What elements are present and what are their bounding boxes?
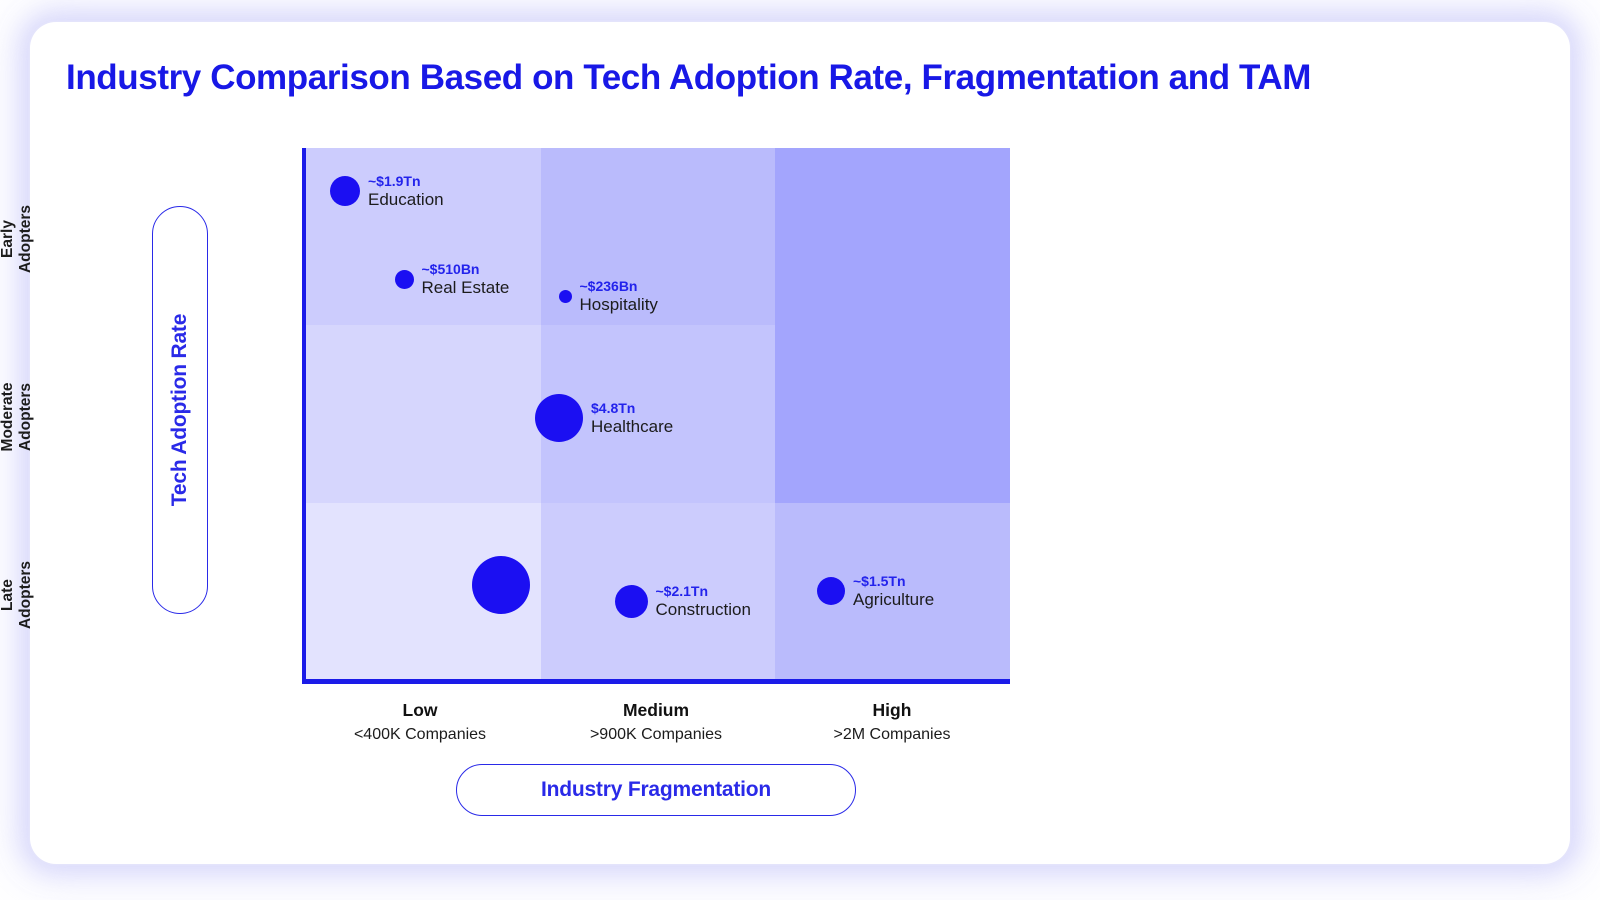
- bubble-name: Agriculture: [853, 590, 935, 610]
- bubble-value: ~$2.1Tn: [655, 583, 709, 599]
- cell-moderate-high: [775, 325, 1010, 503]
- x-tick-low-label: Low: [402, 700, 438, 720]
- x-tick-medium: Medium >900K Companies: [538, 698, 774, 747]
- bubble-value: ~$1.5Tn: [853, 573, 906, 589]
- quadrant-grid: [306, 148, 1010, 680]
- x-tick-high-sublabel: >2M Companies: [833, 726, 951, 744]
- cell-late-high: [775, 502, 1010, 680]
- y-axis-line: [302, 148, 306, 684]
- y-axis-title: Tech Adoption Rate: [168, 313, 191, 507]
- cell-early-high: [775, 148, 1010, 326]
- bubble-circle[interactable]: [817, 577, 845, 605]
- x-axis-ticks: Low <400K Companies Medium >900K Compani…: [302, 698, 1010, 747]
- bubble-label: ~$1.5Tn Agriculture: [853, 573, 934, 611]
- bubble-name: Construction: [655, 600, 751, 620]
- bubble-value: ~$1.9Tn: [368, 173, 421, 189]
- bubble-name: Real Estate: [421, 278, 510, 298]
- x-axis-line: [302, 679, 1010, 684]
- bubble-label: ~$2.1Tn Construction: [656, 583, 751, 621]
- bubble-label: ~$236Bn Hospitality: [580, 278, 658, 316]
- y-axis-label-pill: Tech Adoption Rate: [152, 206, 208, 614]
- cell-early-medium: [540, 148, 776, 326]
- page-title: Industry Comparison Based on Tech Adopti…: [66, 58, 1312, 97]
- bubble-label: ~$510Bn Real Estate: [422, 261, 510, 299]
- x-tick-low-sublabel: <400K Companies: [353, 726, 487, 744]
- bubble-value: ~$510Bn: [421, 261, 480, 277]
- bubble-circle[interactable]: [472, 556, 530, 614]
- bubble-circle[interactable]: [535, 394, 583, 442]
- bubble-circle[interactable]: [330, 176, 360, 206]
- bubble-name: Healthcare: [591, 417, 674, 437]
- y-tick-moderate-adopters: Moderate Adopters: [0, 382, 34, 452]
- bubble-circle[interactable]: [558, 289, 572, 303]
- bubble-name: Hospitality: [579, 295, 658, 315]
- cell-moderate-low: [306, 325, 541, 503]
- y-tick-late-adopters: Late Adopters: [0, 560, 34, 630]
- bubble-circle[interactable]: [394, 269, 414, 289]
- bubble-label: ~$1.9Tn Education: [368, 173, 444, 211]
- cell-late-medium: [540, 502, 776, 680]
- y-tick-early-adopters: Early Adopters: [0, 204, 34, 274]
- x-tick-medium-label: Medium: [622, 700, 690, 720]
- x-tick-high: High >2M Companies: [774, 698, 1010, 747]
- x-tick-medium-sublabel: >900K Companies: [589, 726, 723, 744]
- bubble-name: Education: [368, 190, 444, 210]
- x-axis-title: Industry Fragmentation: [540, 778, 772, 801]
- plot-area: ~$1.9Tn Education ~$510Bn Real Estate ~$236B…: [302, 148, 1010, 684]
- bubble-value: ~$236Bn: [579, 278, 638, 294]
- x-axis-label-pill: Industry Fragmentation: [456, 764, 856, 816]
- bubble-value: $4.8Tn: [591, 400, 636, 416]
- bubble-label: $4.8Tn Healthcare: [591, 400, 673, 438]
- bubble-circle[interactable]: [614, 584, 648, 618]
- x-tick-high-label: High: [872, 700, 912, 720]
- x-tick-low: Low <400K Companies: [302, 698, 538, 747]
